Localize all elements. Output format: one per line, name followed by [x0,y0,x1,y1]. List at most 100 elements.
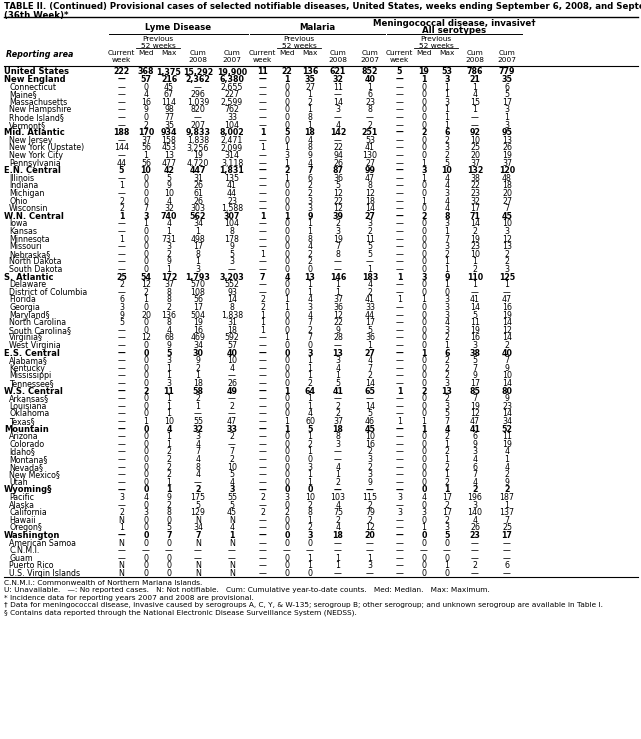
Text: 2: 2 [308,379,313,388]
Text: 57: 57 [140,75,151,84]
Text: 2: 2 [144,120,149,130]
Text: —: — [118,425,126,434]
Text: —: — [395,333,403,342]
Text: Mid. Atlantic: Mid. Atlantic [4,129,65,137]
Text: —: — [395,212,403,221]
Text: 3: 3 [444,523,449,533]
Text: 1: 1 [119,212,124,221]
Text: 0: 0 [285,120,290,130]
Text: Reporting area: Reporting area [6,50,73,59]
Text: 4: 4 [308,296,313,304]
Text: 2: 2 [367,372,372,381]
Text: 36: 36 [365,333,375,342]
Text: —: — [117,554,126,563]
Text: 0: 0 [144,265,149,274]
Text: 2: 2 [285,508,290,517]
Text: 3: 3 [307,531,313,540]
Text: 172: 172 [161,273,177,282]
Text: 8: 8 [167,288,171,297]
Text: 142: 142 [330,129,346,137]
Text: 1: 1 [308,356,313,365]
Text: 0: 0 [285,531,290,540]
Text: Current
week: Current week [386,50,413,63]
Text: 0: 0 [422,432,426,441]
Text: 0: 0 [285,554,290,563]
Text: 14: 14 [365,379,375,388]
Text: 1: 1 [119,235,124,244]
Text: —: — [395,265,403,274]
Text: 9: 9 [167,341,171,350]
Text: 19: 19 [470,402,480,411]
Text: 5: 5 [504,90,510,99]
Text: 11: 11 [470,319,480,327]
Text: 1: 1 [285,296,290,304]
Text: 0: 0 [422,90,426,99]
Text: 41: 41 [470,296,480,304]
Text: —: — [258,539,267,548]
Text: 1: 1 [119,523,124,533]
Text: —: — [395,113,403,122]
Text: N: N [229,539,235,548]
Text: 9: 9 [196,356,201,365]
Text: 1: 1 [397,386,402,395]
Text: —: — [471,288,479,297]
Text: 2: 2 [308,257,313,267]
Text: —: — [283,546,291,555]
Text: 3: 3 [504,120,510,130]
Text: —: — [258,159,267,168]
Text: —: — [395,516,403,525]
Text: 1: 1 [444,470,449,480]
Text: 2: 2 [308,98,313,107]
Text: 0: 0 [285,470,290,480]
Text: 1: 1 [285,75,290,84]
Text: 8: 8 [308,235,312,244]
Text: 26: 26 [193,182,203,191]
Text: 477: 477 [162,159,176,168]
Text: 5: 5 [367,326,372,335]
Text: 23: 23 [470,189,480,198]
Text: E.N. Central: E.N. Central [4,166,61,175]
Text: —: — [395,539,403,548]
Text: 2: 2 [119,508,124,517]
Text: 41: 41 [365,143,375,152]
Text: 0: 0 [285,349,290,358]
Text: 9,833: 9,833 [185,129,210,137]
Text: 7: 7 [144,204,149,214]
Text: 0: 0 [285,372,290,381]
Text: —: — [258,280,267,289]
Text: —: — [258,235,267,244]
Text: 0: 0 [422,333,426,342]
Text: 14: 14 [227,296,237,304]
Text: —: — [258,470,267,480]
Text: —: — [395,288,403,297]
Text: 7: 7 [260,273,265,282]
Text: 2: 2 [335,402,340,411]
Text: 135: 135 [224,174,240,183]
Text: 2: 2 [229,432,235,441]
Text: —: — [395,546,403,555]
Text: —: — [117,83,126,92]
Text: New Jersey: New Jersey [9,136,53,145]
Text: W.N. Central: W.N. Central [4,212,64,221]
Text: 0: 0 [144,448,149,457]
Text: 1: 1 [444,455,449,464]
Text: 67: 67 [164,90,174,99]
Text: 3: 3 [472,448,478,457]
Text: 1: 1 [285,143,290,152]
Text: —: — [258,166,267,175]
Text: 19: 19 [470,326,480,335]
Text: 4: 4 [196,440,201,449]
Text: —: — [503,569,511,578]
Text: 0: 0 [422,516,426,525]
Text: 2: 2 [167,455,172,464]
Text: 22: 22 [333,319,343,327]
Text: 6: 6 [367,90,372,99]
Text: 93: 93 [227,288,237,297]
Text: 94: 94 [333,151,343,160]
Text: Wisconsin: Wisconsin [9,204,48,214]
Text: 26: 26 [227,379,237,388]
Text: District of Columbia: District of Columbia [9,288,87,297]
Text: —: — [471,539,479,548]
Text: 9: 9 [504,478,510,487]
Text: —: — [258,106,267,115]
